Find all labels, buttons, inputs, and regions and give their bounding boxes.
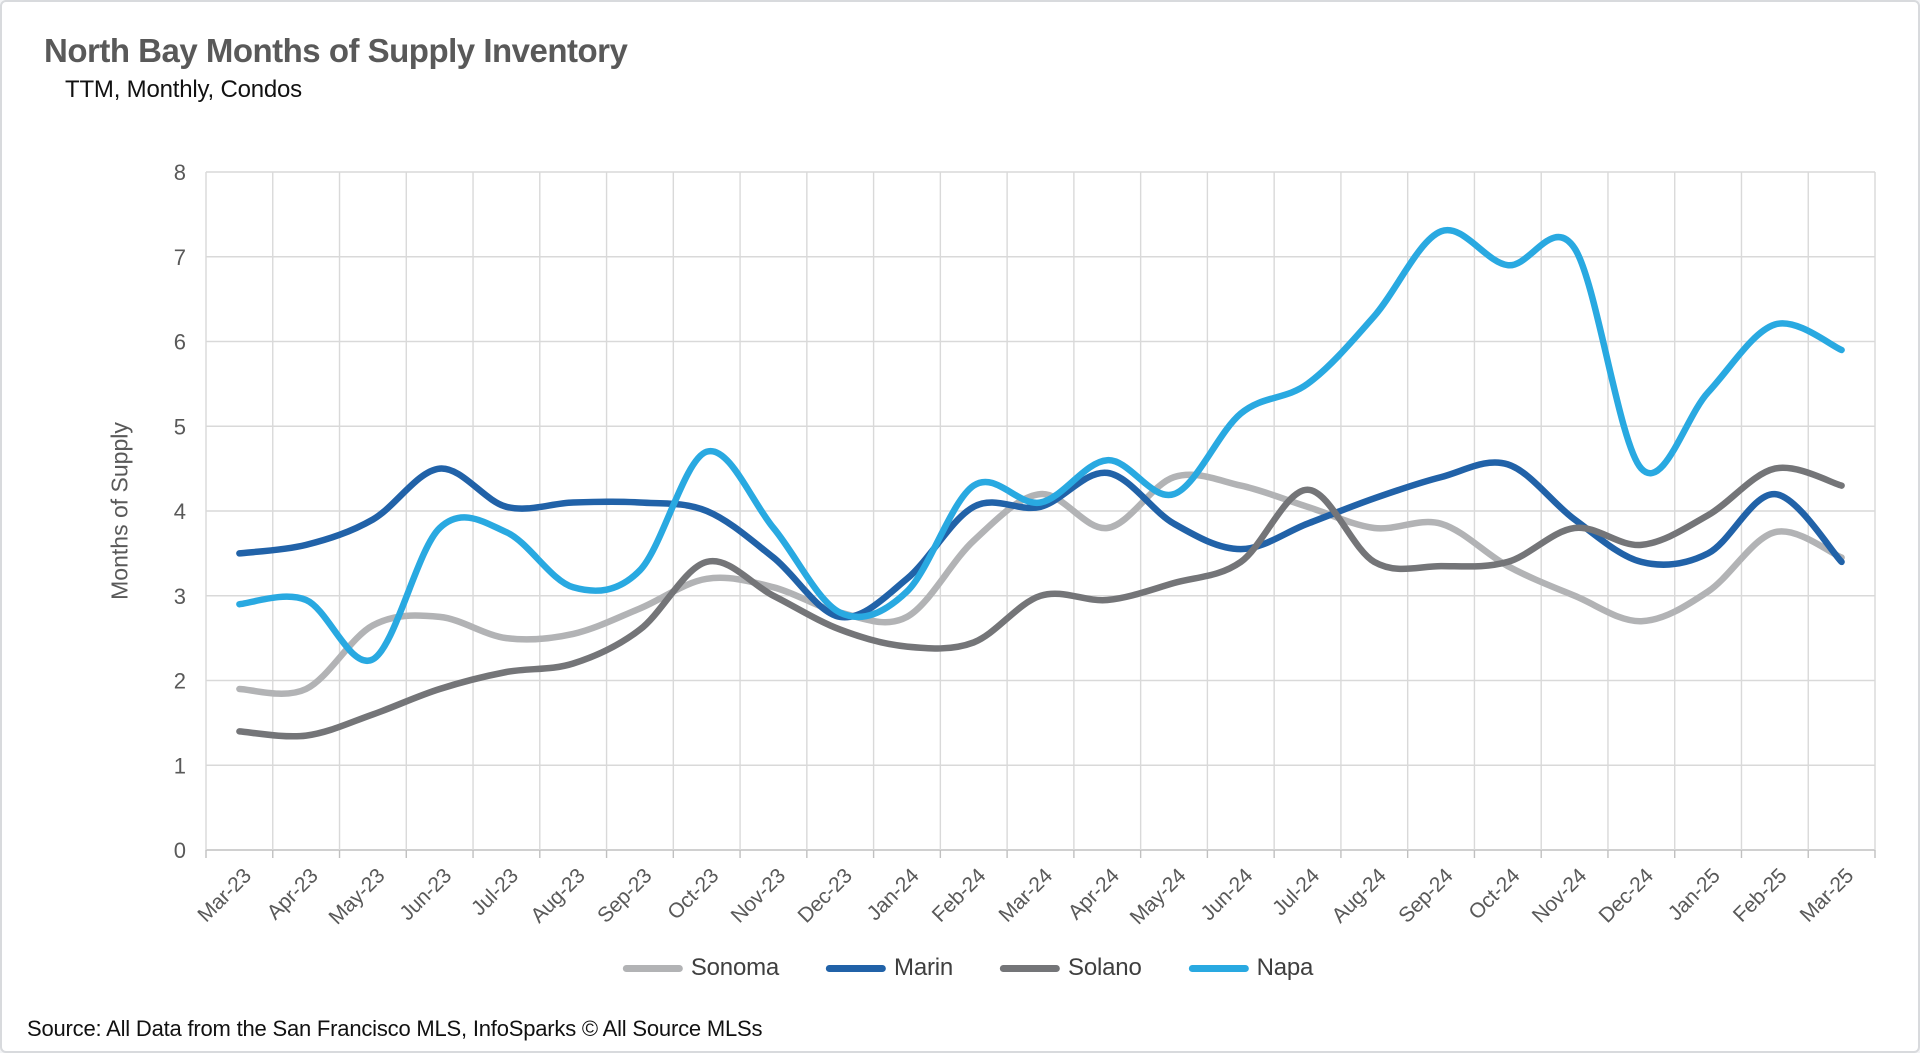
y-tick-label: 2 [174,669,186,694]
x-tick-label: Dec-23 [793,864,856,927]
series-line-solano [236,464,1845,740]
sonoma-line-swatch [622,964,683,972]
series-line-napa [236,226,1845,664]
marin-line-swatch [826,964,887,972]
napa-line-swatch [1188,964,1249,972]
x-tick-label: Feb-25 [1729,864,1791,926]
x-tick-label: Jun-23 [395,864,456,925]
series-line-sonoma [236,471,1845,697]
y-tick-label: 5 [174,414,186,439]
legend: Sonoma Marin Solano Napa [622,954,1314,982]
x-tick-label: Mar-25 [1796,864,1858,926]
legend-label-sonoma: Sonoma [690,954,780,981]
x-tick-label: Mar-23 [193,864,255,926]
y-tick-label: 7 [174,245,186,270]
x-tick-label: Sep-23 [593,864,656,927]
series-line-marin [236,459,1845,621]
legend-item-napa: Napa [1188,954,1314,982]
x-tick-label: Dec-24 [1595,864,1659,928]
solano-line-swatch [1000,964,1061,972]
x-tick-label: May-23 [325,864,390,929]
y-tick-label: 4 [174,499,186,524]
y-tick-label: 1 [174,753,186,778]
x-tick-label: Feb-24 [928,864,991,927]
legend-label-napa: Napa [1256,954,1314,981]
gridlines [205,171,1876,858]
legend-item-sonoma: Sonoma [622,954,780,982]
y-axis-labels: 0 1 2 3 4 5 6 7 8 [174,160,186,863]
x-tick-label: Oct-24 [1464,864,1524,924]
x-tick-label: Jan-25 [1664,864,1725,925]
y-tick-label: 6 [174,330,186,355]
x-tick-label: Jan-24 [863,864,924,925]
x-tick-label: Apr-24 [1064,864,1124,924]
series-lines [236,226,1845,740]
legend-label-solano: Solano [1068,954,1142,981]
x-tick-label: Jul-23 [467,864,523,920]
x-tick-label: Sep-24 [1394,864,1458,928]
chart-title: North Bay Months of Supply Inventory [44,32,628,69]
chart-subtitle: TTM, Monthly, Condos [65,76,302,103]
x-tick-label: Jun-24 [1196,864,1257,925]
x-axis-labels: Mar-23 Apr-23 May-23 Jun-23 Jul-23 Aug-23 Sep-… [193,864,1858,929]
legend-item-marin: Marin [826,954,953,982]
source-note: Source: All Data from the San Francisco … [27,1016,763,1041]
legend-item-solano: Solano [1000,954,1142,982]
y-tick-label: 0 [174,838,186,863]
y-tick-label: 3 [174,584,186,609]
x-tick-label: Jul-24 [1268,864,1324,920]
x-tick-label: Oct-23 [663,864,723,924]
y-tick-label: 8 [174,160,186,185]
x-tick-label: Apr-23 [263,864,323,924]
x-tick-label: Nov-23 [727,864,790,927]
legend-label-marin: Marin [894,954,954,981]
y-axis-title: Months of Supply [106,422,133,600]
x-tick-label: Nov-24 [1528,864,1592,928]
x-tick-label: May-24 [1126,864,1191,929]
x-tick-label: Aug-24 [1328,864,1392,928]
x-tick-label: Mar-24 [995,864,1058,927]
x-tick-label: Aug-23 [526,864,589,927]
